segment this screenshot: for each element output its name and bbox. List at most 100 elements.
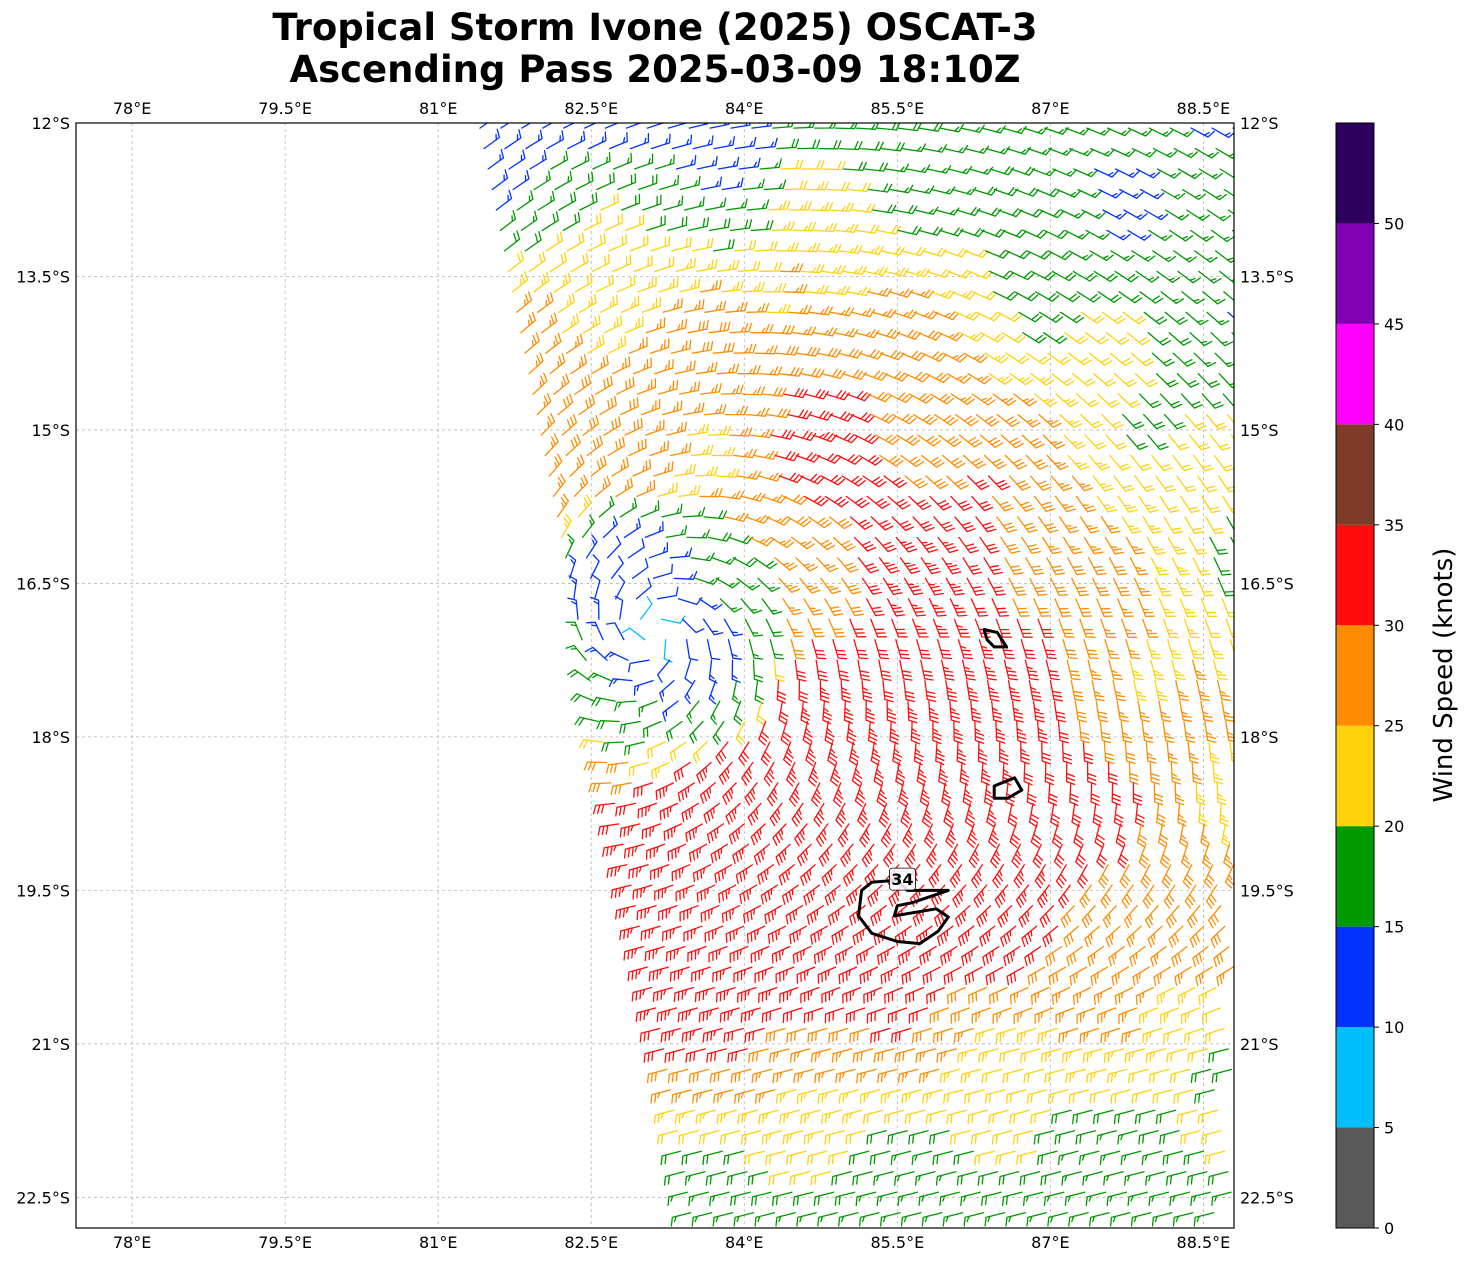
wind-barb bbox=[841, 577, 862, 595]
wind-barb bbox=[1163, 884, 1176, 909]
wind-barb bbox=[759, 158, 782, 170]
wind-barb bbox=[929, 1007, 949, 1024]
wind-barb bbox=[1052, 168, 1077, 177]
wind-barb bbox=[761, 1007, 782, 1023]
wind-barb bbox=[1141, 720, 1154, 744]
wind-barb bbox=[1194, 250, 1218, 263]
wind-barb bbox=[974, 618, 992, 638]
wind-barb bbox=[567, 597, 579, 620]
lat-tick-label-left: 13.5°S bbox=[16, 267, 70, 286]
wind-barb bbox=[943, 144, 969, 154]
wind-barb bbox=[733, 343, 757, 354]
wind-barb bbox=[827, 1150, 849, 1166]
lon-tick-label-top: 88.5°E bbox=[1177, 99, 1231, 118]
wind-barb bbox=[1156, 270, 1181, 284]
wind-barb bbox=[1118, 1007, 1138, 1025]
wind-barb bbox=[667, 123, 688, 129]
wind-barb bbox=[732, 557, 757, 568]
wind-barb bbox=[1204, 720, 1217, 743]
wind-barb bbox=[646, 215, 666, 232]
wind-barb bbox=[835, 802, 847, 828]
wind-barb bbox=[586, 435, 604, 457]
wind-barb bbox=[920, 557, 941, 575]
wind-barb bbox=[743, 905, 762, 924]
wind-barb bbox=[708, 679, 717, 705]
wind-barb bbox=[1006, 966, 1025, 986]
wind-barb bbox=[938, 332, 964, 342]
wind-barb bbox=[804, 284, 829, 295]
wind-barb bbox=[1186, 1171, 1208, 1186]
wind-barb bbox=[922, 247, 947, 257]
wind-barb bbox=[779, 986, 799, 1004]
wind-barb bbox=[807, 618, 825, 638]
wind-barb bbox=[1016, 1150, 1037, 1166]
wind-barb bbox=[1002, 125, 1027, 135]
wind-barb bbox=[1124, 741, 1136, 765]
wind-barb bbox=[1170, 761, 1182, 785]
wind-barb bbox=[1213, 945, 1230, 968]
wind-barb bbox=[1204, 1150, 1225, 1166]
wind-barb bbox=[733, 700, 743, 726]
wind-barb bbox=[880, 142, 905, 152]
lon-tick-label-bottom: 81°E bbox=[419, 1233, 457, 1252]
wind-barb bbox=[1168, 925, 1184, 948]
wind-barb bbox=[1185, 209, 1211, 221]
wind-barb bbox=[639, 1027, 661, 1043]
wind-barb bbox=[987, 577, 1007, 596]
wind-barb bbox=[1134, 1109, 1156, 1125]
wind-barb bbox=[843, 161, 867, 172]
wind-barb bbox=[686, 529, 710, 539]
wind-barb bbox=[858, 454, 883, 466]
wind-barb bbox=[658, 277, 679, 293]
wind-barb bbox=[691, 444, 714, 457]
wind-barb bbox=[807, 516, 832, 529]
lon-tick-label-bottom: 88.5°E bbox=[1177, 1233, 1231, 1252]
wind-barb bbox=[855, 1191, 877, 1207]
wind-barb bbox=[974, 1027, 995, 1044]
wind-barb bbox=[703, 404, 727, 416]
wind-barb bbox=[1213, 557, 1232, 576]
wind-barb bbox=[984, 352, 1009, 364]
wind-barb bbox=[810, 925, 829, 945]
wind-barb bbox=[770, 536, 795, 549]
wind-barb bbox=[852, 925, 870, 946]
wind-barb bbox=[1181, 1007, 1200, 1025]
wind-barb bbox=[588, 131, 607, 150]
wind-barb bbox=[644, 945, 665, 962]
wind-barb bbox=[1079, 618, 1096, 638]
wind-barb bbox=[719, 1007, 740, 1023]
wind-barb bbox=[1121, 618, 1138, 638]
wind-barb bbox=[758, 720, 769, 746]
wind-barb bbox=[499, 210, 517, 232]
wind-barb bbox=[565, 644, 587, 661]
wind-barb bbox=[1132, 782, 1143, 806]
wind-barb bbox=[521, 123, 532, 129]
wind-barb bbox=[731, 679, 741, 705]
wind-barb bbox=[898, 945, 916, 966]
wind-barb bbox=[883, 1109, 905, 1125]
wind-barb bbox=[1088, 352, 1113, 366]
lon-tick-label-bottom: 82.5°E bbox=[564, 1233, 618, 1252]
wind-barb bbox=[1117, 1130, 1138, 1145]
wind-barb bbox=[670, 1212, 692, 1227]
wind-barb bbox=[588, 782, 612, 793]
wind-barb bbox=[892, 741, 903, 766]
wind-barb bbox=[785, 905, 804, 925]
wind-barb bbox=[817, 347, 842, 358]
wind-barb bbox=[1058, 884, 1071, 909]
wind-barb bbox=[779, 366, 804, 377]
wind-barb bbox=[775, 843, 791, 866]
wind-barb bbox=[700, 176, 723, 191]
wind-barb bbox=[698, 598, 723, 611]
wind-barb bbox=[1085, 1191, 1107, 1207]
wind-barb bbox=[1218, 475, 1234, 493]
wind-barb bbox=[1008, 475, 1031, 491]
lon-tick-label-top: 84°E bbox=[725, 99, 763, 118]
wind-barb bbox=[846, 286, 872, 297]
wind-barb bbox=[658, 905, 678, 922]
wind-barb bbox=[691, 966, 711, 983]
wind-barb bbox=[800, 367, 825, 378]
wind-barb bbox=[974, 1150, 995, 1166]
wind-barb bbox=[754, 345, 778, 355]
